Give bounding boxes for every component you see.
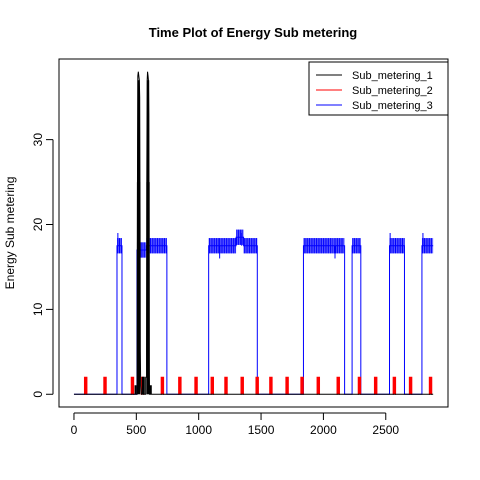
legend-label-1: Sub_metering_1 [352,70,433,82]
y-tick-label: 10 [31,302,45,316]
series-band-sub-metering-3 [208,238,219,254]
legend-label-3: Sub_metering_3 [352,100,433,112]
x-tick-label: 1000 [185,423,212,437]
y-tick-label: 30 [31,133,45,147]
legend-label-2: Sub_metering_2 [352,85,433,97]
x-tick-label: 1500 [248,423,275,437]
y-axis-label: Energy Sub metering [3,177,17,290]
x-tick-label: 500 [126,423,146,437]
axes: 0 500 1000 1500 2000 2500 0 10 20 30 [31,133,399,437]
series-band-sub-metering-3 [146,238,167,254]
series-band-sub-metering-3 [243,238,258,254]
plot-area [73,71,434,395]
y-tick-label: 20 [31,218,45,232]
series-sub-metering-1 [73,71,434,395]
x-tick-label: 0 [71,423,78,437]
plot-border [58,58,449,408]
legend-box [308,61,449,116]
x-tick-label: 2500 [372,423,399,437]
series-sub-metering-3 [73,229,434,395]
y-tick-label: 0 [31,391,45,398]
legend: Sub_metering_1 Sub_metering_2 Sub_metering… [308,61,449,116]
chart-title: Time Plot of Energy Sub metering [149,25,358,40]
x-tick-label: 2000 [310,423,337,437]
